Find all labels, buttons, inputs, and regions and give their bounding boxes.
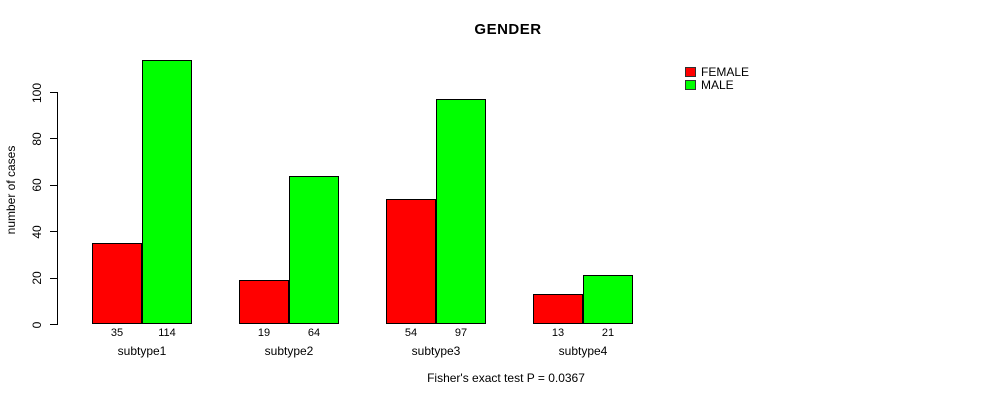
category-label-subtype3: subtype3: [411, 344, 461, 358]
legend-entry-female: FEMALE: [685, 65, 750, 79]
bar-male-subtype3: [436, 99, 486, 324]
legend-label: MALE: [701, 78, 734, 92]
fisher-test-caption: Fisher's exact test P = 0.0367: [427, 371, 585, 385]
bar-value-label: 54: [404, 327, 418, 339]
y-axis-label: number of cases: [4, 145, 18, 235]
bar-value-label: 35: [110, 327, 124, 339]
y-axis-tick: [50, 277, 57, 279]
bar-female-subtype4: [533, 294, 583, 324]
bar-value-label: 19: [257, 327, 271, 339]
y-axis-tick: [50, 231, 57, 233]
category-label-subtype4: subtype4: [558, 344, 608, 358]
bar-male-subtype2: [289, 176, 339, 324]
y-tick-label: 60: [30, 178, 44, 192]
bar-male-subtype1: [142, 60, 192, 324]
y-axis-tick: [50, 92, 57, 93]
y-axis-tick: [50, 138, 57, 140]
bar-female-subtype1: [92, 243, 142, 324]
y-axis-line: [57, 92, 58, 325]
chart-title: GENDER: [474, 21, 542, 38]
bar-female-subtype3: [386, 199, 436, 324]
category-label-subtype1: subtype1: [117, 344, 167, 358]
bar-value-label: 13: [551, 327, 565, 339]
y-tick-label: 100: [30, 82, 44, 103]
bar-value-label: 114: [158, 327, 176, 339]
y-tick-label: 0: [30, 321, 44, 328]
legend-swatch-female: [685, 67, 696, 77]
y-axis-tick: [50, 184, 57, 186]
y-tick-label: 80: [30, 132, 44, 146]
y-tick-label: 20: [30, 271, 44, 285]
bar-value-label: 21: [601, 327, 615, 339]
bar-value-label: 64: [307, 327, 321, 339]
legend-entry-male: MALE: [685, 78, 749, 92]
bar-value-label: 97: [454, 327, 468, 339]
legend-label: FEMALE: [701, 65, 750, 79]
legend-swatch-male: [685, 80, 696, 90]
y-axis-tick: [50, 324, 57, 325]
y-tick-label: 40: [30, 225, 44, 239]
legend: FEMALE MALE: [685, 65, 750, 92]
category-label-subtype2: subtype2: [264, 344, 314, 358]
bar-male-subtype4: [583, 275, 633, 324]
bar-female-subtype2: [239, 280, 289, 324]
